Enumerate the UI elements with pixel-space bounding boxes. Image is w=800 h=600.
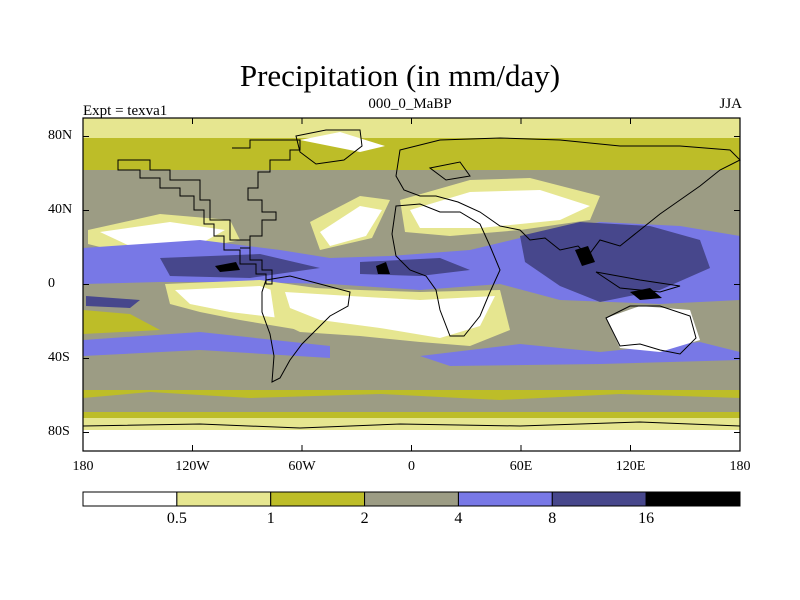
greenland-dry (300, 132, 385, 152)
indonesia (595, 271, 681, 293)
colorbar-level-label: 4 (454, 510, 463, 527)
colorbar-swatch (457, 491, 553, 507)
y-tick-label: 80S (48, 423, 70, 439)
coastlines (82, 129, 741, 429)
north-america-west-coast (117, 159, 273, 285)
central-america-peak (215, 262, 240, 272)
east-pacific-itcz (160, 254, 320, 278)
y-tick-label: 80N (48, 127, 73, 143)
eurasia (395, 137, 741, 257)
southern-storm-track (83, 392, 740, 412)
north-atlantic-high (320, 206, 382, 246)
west-pacific-spcz (86, 296, 140, 308)
australia (605, 305, 697, 355)
y-tick-label: 40N (48, 201, 73, 217)
colorbar-swatch (551, 491, 647, 507)
colorbar-level-label: 2 (360, 510, 369, 527)
x-tick-marks (82, 118, 741, 451)
x-tick-label: 120E (615, 459, 646, 474)
experiment-label: Expt = texva1 (83, 103, 168, 119)
maritime-continent-peak (630, 288, 662, 300)
colorbar-swatch (270, 491, 366, 507)
season-label: JJA (719, 96, 742, 112)
colorbar-swatch (176, 491, 272, 507)
colorbar-swatch (82, 491, 178, 507)
chart-title: Precipitation (in mm/day) (239, 58, 561, 93)
north-pacific-high (100, 222, 225, 246)
west-africa-peak (376, 262, 390, 274)
x-tick-label: 180 (729, 459, 751, 474)
colorbar-level-label: 8 (548, 510, 557, 527)
north-america-east-coast (232, 139, 301, 249)
asian-monsoon-warm-pool (520, 222, 710, 302)
south-america (261, 275, 351, 383)
australia-dry (606, 306, 700, 352)
x-tick-label: 120W (175, 459, 210, 474)
colorbar-level-label: 1 (266, 510, 275, 527)
antarctic-coast-band (83, 418, 740, 432)
north-highlat-band (83, 138, 740, 170)
y-tick-label: 0 (48, 275, 55, 291)
time-slice-label: 000_0_MaBP (368, 96, 452, 112)
southeast-pacific-dry (175, 286, 300, 318)
colorbar-swatch (645, 491, 741, 507)
sahara-arabia-dry (410, 190, 590, 228)
greenland (295, 129, 363, 165)
x-tick-label: 60W (288, 459, 316, 474)
antarctica-dry (83, 430, 740, 451)
south-pacific-storm-track (83, 332, 330, 358)
x-tick-label: 180 (72, 459, 94, 474)
colorbar-level-label: 0.5 (166, 510, 187, 527)
colorbar-level-label: 16 (638, 510, 655, 527)
bay-of-bengal-peak (575, 246, 595, 266)
colorbar (82, 491, 741, 507)
south-atlantic-dry (285, 292, 495, 338)
scandinavia (428, 161, 471, 181)
y-tick-label: 40S (48, 349, 70, 365)
arctic-light-band (83, 118, 740, 136)
antarctica-coast (82, 421, 741, 429)
colorbar-swatch (364, 491, 459, 507)
x-tick-label: 60E (509, 459, 533, 474)
south-pacific-moist (83, 310, 160, 334)
y-tick-marks (83, 136, 740, 433)
africa (391, 203, 501, 337)
x-tick-label: 0 (408, 459, 415, 474)
precipitation-field (83, 118, 740, 451)
